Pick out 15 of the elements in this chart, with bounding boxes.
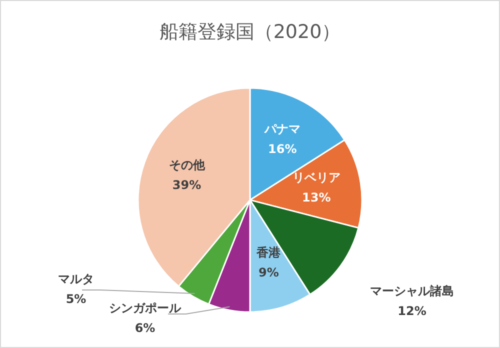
slice-label: マルタ xyxy=(58,272,94,286)
data-label: 13% xyxy=(302,190,331,204)
slice-label: リベリア xyxy=(292,170,340,184)
slice-label: パナマ xyxy=(263,122,300,136)
slice-label: その他 xyxy=(168,158,206,172)
chart-title: 船籍登録国（2020） xyxy=(159,21,341,43)
data-label: 6% xyxy=(134,321,156,335)
data-label: 12% xyxy=(398,304,426,318)
data-label: 9% xyxy=(258,266,279,280)
data-label: 5% xyxy=(66,292,86,306)
data-label: 39% xyxy=(172,178,202,192)
slice-label: 香港 xyxy=(256,246,282,260)
slice-label: シンガポール xyxy=(109,301,182,315)
slice-label: マーシャル諸島 xyxy=(370,284,454,298)
data-label: 16% xyxy=(268,142,297,156)
